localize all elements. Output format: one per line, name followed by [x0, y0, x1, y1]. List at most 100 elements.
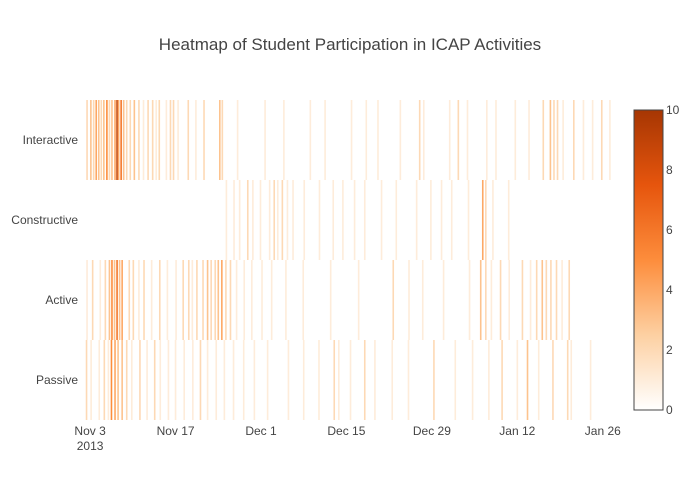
heatmap-cell: [182, 260, 184, 340]
heatmap-cell: [561, 260, 563, 340]
heatmap-cell: [203, 100, 205, 180]
heatmap-cell: [566, 340, 569, 420]
heatmap-cell: [392, 260, 395, 340]
heatmap-cell: [116, 100, 118, 180]
heatmap-cell: [421, 260, 424, 340]
y-axis: Interactive Constructive Active Passive: [11, 133, 78, 387]
heatmap-cell: [210, 260, 212, 340]
heatmap-cell: [98, 340, 101, 420]
heatmap-cell: [508, 260, 511, 340]
heatmap-cell: [103, 100, 105, 180]
heatmap-cell: [270, 260, 273, 340]
heatmap-cell: [132, 260, 135, 340]
heatmap-cell: [199, 340, 202, 420]
heatmap-cell: [225, 180, 228, 260]
heatmap-cell: [225, 260, 227, 340]
heatmap-cell: [589, 340, 592, 420]
heatmap-cell: [377, 100, 379, 180]
heatmap-cell: [215, 340, 218, 420]
heatmap-cell: [155, 100, 158, 180]
heatmap-cell: [142, 100, 145, 180]
heatmap-cell: [206, 340, 209, 420]
heatmap-cell: [221, 100, 224, 180]
heatmap-cell: [333, 340, 336, 420]
heatmap-cell: [450, 180, 453, 260]
heatmap-cell: [153, 340, 156, 420]
heatmap-cell: [357, 260, 360, 340]
heatmap-cell: [121, 340, 123, 420]
heatmap-cell: [169, 100, 172, 180]
heatmap-cell: [266, 340, 269, 420]
heatmap-cell: [242, 340, 245, 420]
x-tick-label: Jan 26: [585, 424, 621, 438]
x-tick-label: Dec 15: [327, 424, 365, 438]
heatmap-cell: [283, 100, 285, 180]
heatmap-cell: [177, 100, 179, 180]
heatmap-cell: [86, 100, 88, 180]
heatmap-cell: [287, 340, 290, 420]
heatmap-cell: [125, 100, 128, 180]
heatmap-cell: [174, 340, 177, 420]
heatmap-cell: [151, 100, 154, 180]
heatmap-cell: [183, 340, 185, 420]
heatmap-cell: [457, 100, 460, 180]
heatmap-cell: [466, 100, 469, 180]
heatmap-cell: [233, 180, 235, 260]
heatmap-cell: [264, 100, 266, 180]
heatmap-cell: [229, 260, 232, 340]
colorbar: 0 2 4 6 8 10: [633, 103, 680, 417]
heatmap-cell: [129, 100, 132, 180]
heatmap-cell: [143, 260, 145, 340]
heatmap-cell: [202, 260, 204, 340]
heatmap-cell: [146, 340, 148, 420]
heatmap-cell: [221, 260, 223, 340]
heatmap-cell: [167, 340, 170, 420]
colorbar-gradient: [633, 109, 664, 411]
heatmap-cell: [495, 100, 497, 180]
heatmap-cell: [191, 260, 194, 340]
heatmap-cell: [418, 100, 421, 180]
heatmap-cell: [490, 260, 493, 340]
heatmap-cell: [363, 340, 366, 420]
heatmap-cell: [349, 340, 352, 420]
heatmap-cell: [95, 100, 98, 180]
heatmap-cell: [514, 100, 517, 180]
heatmap-cell: [108, 100, 111, 180]
heatmap-cell: [332, 180, 335, 260]
heatmap-cell: [292, 180, 294, 260]
heatmap-cell: [286, 180, 289, 260]
heatmap-cell: [196, 260, 198, 340]
heatmap-cell: [507, 180, 510, 260]
heatmap-cell: [235, 260, 238, 340]
heatmap-cell: [374, 340, 376, 420]
heatmap-cell: [117, 100, 120, 180]
heatmap-cell: [238, 180, 241, 260]
heatmap-cell: [479, 260, 482, 340]
heatmap-cell: [415, 180, 418, 260]
heatmap-cell: [252, 180, 254, 260]
heatmap-cell: [350, 100, 353, 180]
heatmap-cell: [114, 340, 116, 420]
heatmap-cell: [99, 260, 102, 340]
x-tick-label: Dec 1: [245, 424, 277, 438]
heatmap-cell: [175, 260, 177, 340]
colorbar-tick-label: 2: [666, 343, 673, 357]
heatmap-cell: [303, 180, 306, 260]
heatmap-cell: [471, 340, 474, 420]
heatmap-cell: [468, 260, 471, 340]
plot-area: [85, 100, 611, 420]
heatmap-cell: [329, 260, 332, 340]
heatmap-cell: [454, 340, 457, 420]
heatmap-cell: [499, 260, 502, 340]
heatmap-cell: [165, 100, 168, 180]
heatmap-cell: [92, 100, 95, 180]
heatmap-cell: [318, 180, 321, 260]
heatmap-cell: [555, 260, 558, 340]
heatmap-cell: [399, 100, 402, 180]
heatmap-cell: [591, 100, 594, 180]
heatmap-cell: [100, 100, 103, 180]
heatmap-cell: [108, 260, 111, 340]
heatmap-cell: [90, 340, 92, 420]
heatmap-cell: [232, 340, 235, 420]
